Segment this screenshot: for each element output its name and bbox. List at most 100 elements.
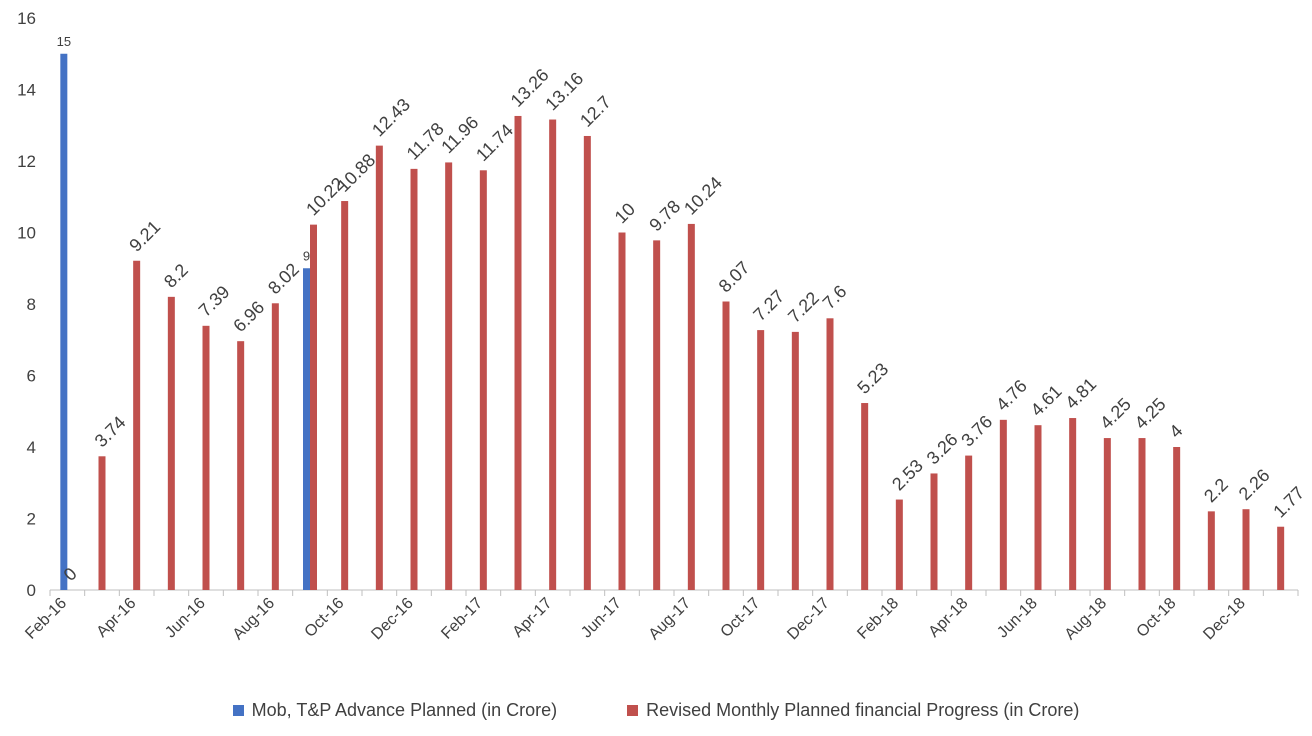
data-label-revised-progress: 9.78	[645, 196, 684, 235]
bar-revised-progress	[687, 223, 695, 591]
bar-revised-progress	[1034, 425, 1042, 590]
bar-revised-progress	[514, 115, 522, 590]
y-tick-label: 8	[27, 295, 36, 314]
y-tick-label: 10	[17, 224, 36, 243]
chart-legend: Mob, T&P Advance Planned (in Crore) Revi…	[0, 700, 1312, 721]
bar-revised-progress	[167, 296, 175, 590]
bar-revised-progress	[1173, 447, 1181, 590]
bar-revised-progress	[1069, 418, 1077, 590]
data-label-revised-progress: 3.26	[923, 429, 962, 468]
bar-revised-progress	[930, 473, 938, 590]
bar-revised-progress	[1242, 509, 1250, 590]
data-label-mob-tp-advance: 15	[57, 34, 71, 49]
legend-item-revised-progress: Revised Monthly Planned financial Progre…	[627, 700, 1079, 721]
x-tick-label: Jun-16	[162, 595, 209, 642]
x-tick-label: Oct-17	[718, 595, 764, 641]
bar-revised-progress	[722, 301, 730, 590]
bar-revised-progress	[98, 456, 106, 590]
bar-revised-progress	[999, 419, 1007, 590]
x-tick-label: Apr-17	[510, 595, 556, 641]
legend-swatch-red	[627, 705, 639, 716]
x-tick-label: Oct-18	[1134, 595, 1180, 641]
bar-revised-progress	[1207, 511, 1215, 590]
data-label-revised-progress: 7.39	[195, 282, 234, 321]
x-tick-label: Feb-18	[854, 595, 902, 643]
data-label-mob-tp-advance: 9	[303, 248, 310, 263]
data-label-revised-progress: 10.24	[680, 173, 726, 219]
bar-revised-progress	[133, 260, 141, 590]
bar-mob-tp-advance	[303, 268, 310, 590]
x-tick-label: Apr-18	[926, 595, 972, 641]
x-tick-label: Jun-17	[578, 595, 625, 642]
y-tick-label: 16	[17, 9, 36, 28]
bar-revised-progress	[479, 170, 487, 591]
data-label-revised-progress: 1.77	[1269, 483, 1308, 522]
x-tick-label: Jun-18	[994, 595, 1041, 642]
x-tick-label: Dec-17	[784, 595, 833, 644]
y-tick-label: 14	[17, 81, 36, 100]
bar-revised-progress	[271, 303, 279, 590]
data-label-revised-progress: 9.21	[125, 217, 164, 256]
x-tick-label: Dec-18	[1200, 595, 1249, 644]
y-tick-label: 6	[27, 367, 36, 386]
legend-label-revised-progress: Revised Monthly Planned financial Progre…	[646, 700, 1080, 720]
legend-label-mob-tp-advance: Mob, T&P Advance Planned (in Crore)	[251, 700, 558, 720]
bar-revised-progress	[202, 325, 210, 590]
data-label-revised-progress: 7.27	[749, 286, 788, 325]
x-tick-label: Aug-17	[646, 595, 695, 644]
data-label-revised-progress: 4.25	[1096, 394, 1135, 433]
y-tick-label: 2	[27, 510, 36, 529]
bar-revised-progress	[310, 224, 317, 590]
data-label-revised-progress: 12.43	[368, 94, 414, 140]
bar-revised-progress	[826, 318, 834, 590]
data-label-revised-progress: 10.88	[333, 150, 379, 196]
bar-revised-progress	[445, 162, 453, 590]
x-tick-label: Dec-16	[368, 595, 417, 644]
x-tick-label: Feb-17	[438, 595, 486, 643]
y-tick-label: 0	[27, 581, 36, 600]
x-tick-label: Aug-18	[1062, 595, 1111, 644]
y-tick-label: 12	[17, 152, 36, 171]
bar-mob-tp-advance	[60, 53, 68, 590]
data-label-revised-progress: 4.81	[1061, 374, 1100, 413]
legend-item-mob-tp-advance: Mob, T&P Advance Planned (in Crore)	[232, 700, 558, 721]
bar-revised-progress	[618, 232, 626, 590]
data-label-revised-progress: 8.2	[160, 260, 192, 292]
bar-revised-progress	[237, 341, 245, 590]
x-tick-label: Aug-16	[230, 595, 279, 644]
x-tick-label: Feb-16	[22, 595, 70, 643]
bar-revised-progress	[757, 330, 765, 590]
data-label-revised-progress: 6.96	[229, 297, 268, 336]
bar-revised-progress	[1277, 526, 1285, 590]
bar-revised-progress	[653, 240, 661, 591]
data-label-revised-progress: 4.76	[992, 376, 1031, 415]
bar-revised-progress	[549, 119, 557, 590]
bar-revised-progress	[583, 135, 591, 590]
legend-swatch-blue	[232, 705, 244, 716]
data-label-revised-progress: 4.25	[1131, 394, 1170, 433]
y-tick-label: 4	[27, 438, 36, 457]
bar-revised-progress	[375, 145, 383, 590]
x-tick-label: Oct-16	[302, 595, 348, 641]
bar-revised-progress	[965, 455, 973, 590]
data-label-revised-progress: 2.2	[1200, 474, 1232, 506]
data-label-revised-progress: 5.23	[853, 359, 892, 398]
bar-revised-progress	[341, 201, 349, 591]
data-label-revised-progress: 4.61	[1027, 381, 1066, 420]
data-label-revised-progress: 8.07	[715, 257, 754, 296]
x-tick-label: Apr-16	[94, 595, 140, 641]
data-label-revised-progress: 12.7	[576, 92, 615, 131]
bar-revised-progress	[861, 403, 869, 590]
data-label-revised-progress: 3.74	[91, 412, 130, 451]
data-label-revised-progress: 3.76	[957, 411, 996, 450]
data-label-revised-progress: 8.02	[264, 259, 303, 298]
data-label-revised-progress: 10	[611, 199, 639, 227]
bar-revised-progress	[1103, 438, 1111, 590]
bar-revised-progress	[410, 168, 418, 591]
data-label-revised-progress: 7.6	[819, 281, 851, 313]
bar-revised-progress	[791, 331, 799, 590]
data-label-revised-progress: 4	[1165, 421, 1186, 442]
data-label-revised-progress: 2.53	[888, 455, 927, 494]
